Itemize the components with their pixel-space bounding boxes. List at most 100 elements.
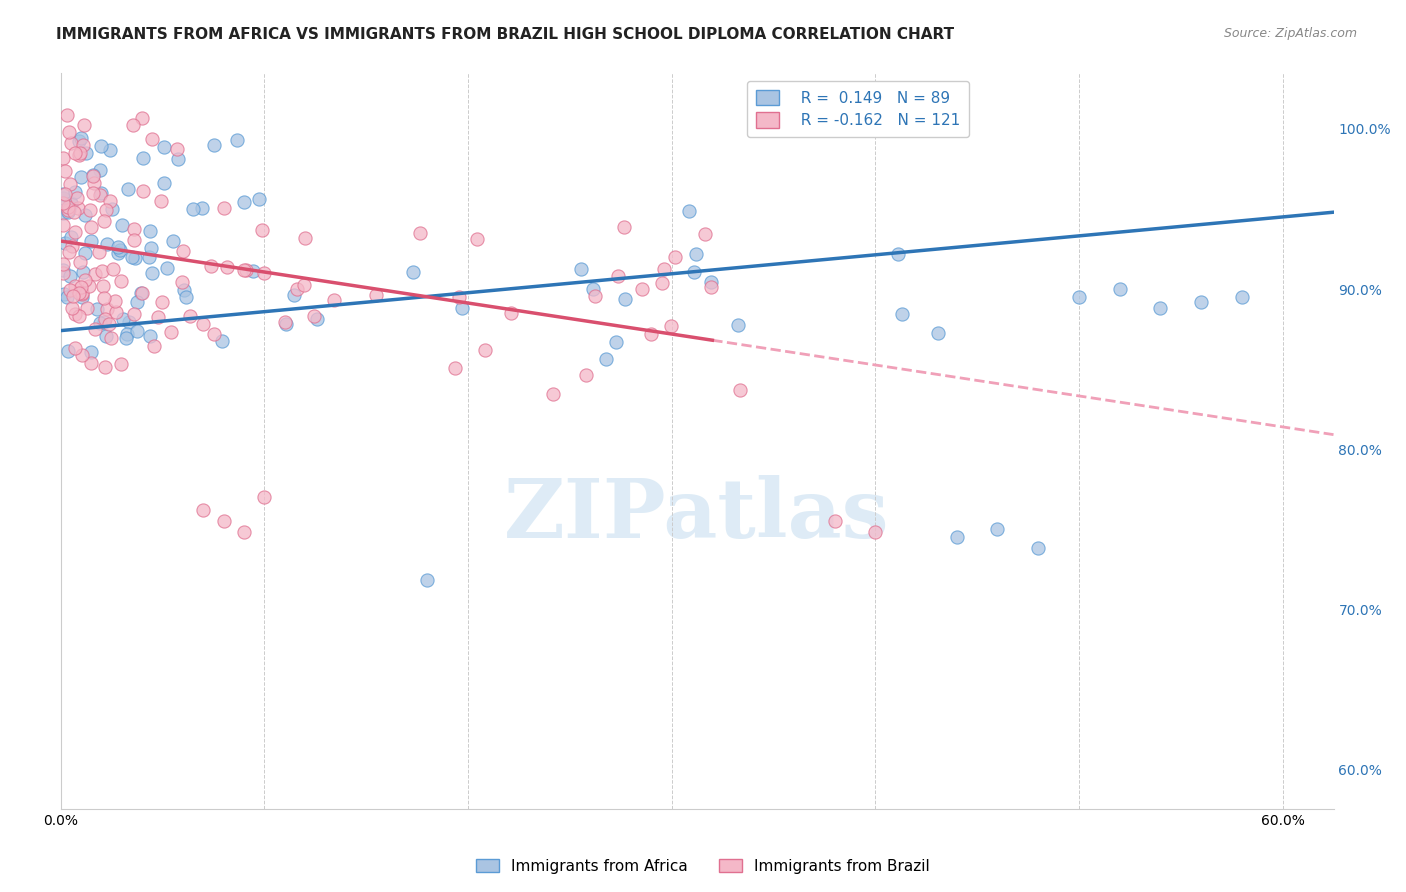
Point (66, 191, 89, 205)
Point (886, 246, 908, 260)
Point (93, 214, 115, 228)
Point (90, 138, 112, 153)
Point (226, 133, 249, 147)
Point (824, 514, 846, 528)
Point (60, 239, 83, 253)
Point (141, 266, 163, 280)
Point (499, 306, 522, 320)
Point (84, 322, 107, 336)
Point (153, 176, 176, 190)
Point (181, 202, 204, 216)
Text: Source: ZipAtlas.com: Source: ZipAtlas.com (1223, 27, 1357, 40)
Point (107, 245, 129, 260)
Point (72, 265, 94, 279)
Point (96, 237, 118, 252)
Point (56, 203, 79, 218)
Point (166, 142, 188, 156)
Point (89, 163, 111, 178)
Point (94, 312, 117, 326)
Point (1149, 301, 1171, 316)
Point (160, 325, 183, 339)
Point (110, 243, 132, 257)
Point (166, 152, 188, 166)
Point (83, 176, 105, 190)
Point (72, 348, 94, 362)
Point (53, 187, 76, 202)
Point (700, 279, 723, 293)
Point (70, 287, 93, 301)
Legend:   R =  0.149   N = 89,   R = -0.162   N = 121: R = 0.149 N = 89, R = -0.162 N = 121 (747, 80, 970, 137)
Point (364, 287, 387, 301)
Point (607, 268, 630, 283)
Point (683, 265, 706, 279)
Point (100, 202, 122, 216)
Point (110, 274, 132, 288)
Point (55, 107, 77, 121)
Point (139, 241, 162, 255)
Point (235, 263, 257, 277)
Point (664, 250, 686, 264)
Point (200, 260, 222, 274)
Point (728, 383, 751, 397)
Point (179, 309, 201, 323)
Point (59, 269, 82, 284)
Point (253, 490, 276, 504)
Point (172, 244, 194, 259)
Point (150, 194, 173, 209)
Point (70, 286, 93, 301)
Point (89, 245, 111, 260)
Point (193, 503, 215, 517)
Point (63, 225, 86, 239)
Point (595, 351, 617, 366)
Point (67, 134, 90, 148)
Point (575, 368, 598, 383)
Point (73, 207, 96, 221)
Point (232, 525, 254, 540)
Point (77, 278, 100, 293)
Point (138, 250, 160, 264)
Point (98, 318, 121, 332)
Point (98, 194, 121, 209)
Point (93, 291, 115, 305)
Point (80, 234, 103, 248)
Point (105, 304, 128, 318)
Point (727, 318, 749, 332)
Point (1230, 290, 1253, 304)
Point (56, 205, 79, 219)
Point (93, 315, 115, 329)
Point (96, 302, 118, 317)
Point (75, 145, 97, 160)
Point (65, 186, 87, 200)
Point (63, 205, 86, 219)
Point (132, 151, 155, 165)
Point (53, 235, 76, 250)
Text: IMMIGRANTS FROM AFRICA VS IMMIGRANTS FROM BRAZIL HIGH SCHOOL DIPLOMA CORRELATION: IMMIGRANTS FROM AFRICA VS IMMIGRANTS FRO… (56, 27, 955, 42)
Point (583, 289, 606, 303)
Point (249, 192, 271, 206)
Point (90, 264, 112, 278)
Point (94, 359, 117, 374)
Point (127, 295, 149, 310)
Point (402, 265, 425, 279)
Point (86, 301, 108, 316)
Point (100, 331, 122, 345)
Point (465, 232, 488, 246)
Point (56, 200, 79, 214)
Point (447, 289, 470, 303)
Point (59, 197, 82, 211)
Point (693, 227, 716, 242)
Point (69, 255, 91, 269)
Point (322, 293, 344, 307)
Point (305, 311, 328, 326)
Point (250, 222, 273, 236)
Point (70, 131, 93, 145)
Point (416, 574, 439, 588)
Point (63, 307, 86, 321)
Point (474, 343, 496, 358)
Point (569, 262, 592, 277)
Point (62, 289, 84, 303)
Point (110, 358, 132, 372)
Point (52, 186, 75, 201)
Point (52, 151, 75, 165)
Point (52, 218, 75, 232)
